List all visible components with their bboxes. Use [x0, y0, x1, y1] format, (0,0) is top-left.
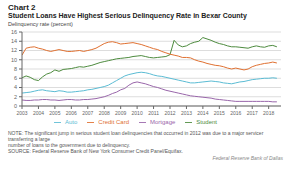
svg-text:2016: 2016 — [230, 110, 241, 116]
svg-text:2004: 2004 — [33, 110, 44, 116]
svg-text:2005: 2005 — [49, 110, 60, 116]
svg-text:2013: 2013 — [181, 110, 192, 116]
svg-text:2015: 2015 — [214, 110, 225, 116]
html-text:Auto: Auto — [65, 119, 78, 125]
html-text:Chart 2: Chart 2 — [8, 3, 36, 12]
svg-text:2014: 2014 — [197, 110, 208, 116]
svg-text:2012: 2012 — [164, 110, 175, 116]
html-text:number of loans to the governm: number of loans to the government due to… — [8, 142, 130, 148]
svg-text:14: 14 — [11, 38, 17, 44]
html-text:Delinquency rate (percent): Delinquency rate (percent) — [8, 21, 73, 27]
svg-text:2010: 2010 — [132, 110, 143, 116]
svg-text:12: 12 — [11, 47, 17, 53]
svg-text:2: 2 — [14, 94, 17, 100]
svg-text:2009: 2009 — [115, 110, 126, 116]
svg-text:16: 16 — [11, 29, 17, 35]
svg-text:2018: 2018 — [263, 110, 274, 116]
svg-text:6: 6 — [14, 75, 17, 81]
svg-text:2008: 2008 — [99, 110, 110, 116]
svg-text:4: 4 — [14, 84, 17, 90]
html-text:NOTE: The significant jump in: NOTE: The significant jump in serious st… — [8, 130, 264, 142]
svg-text:2007: 2007 — [82, 110, 93, 116]
svg-text:2006: 2006 — [66, 110, 77, 116]
svg-text:8: 8 — [14, 66, 17, 72]
html-text:Credit Card: Credit Card — [98, 119, 129, 125]
html-text:Mortgage: Mortgage — [150, 119, 176, 125]
svg-text:0: 0 — [14, 103, 17, 109]
html-text:Student Loans Have Highest Ser: Student Loans Have Highest Serious Delin… — [8, 12, 247, 19]
svg-text:2003: 2003 — [16, 110, 27, 116]
svg-text:2017: 2017 — [247, 110, 258, 116]
svg-text:10: 10 — [11, 57, 17, 63]
html-text:Federal Reserve Bank of Dallas: Federal Reserve Bank of Dallas — [212, 155, 283, 161]
html-text:Student: Student — [196, 119, 217, 125]
svg-text:2011: 2011 — [148, 110, 159, 116]
html-text:SOURCE: Federal Reserve Bank o: SOURCE: Federal Reserve Bank of New York… — [8, 148, 183, 154]
